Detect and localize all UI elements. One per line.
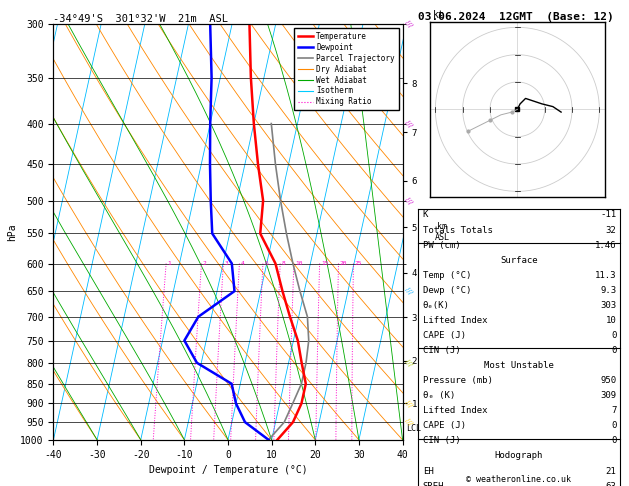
- Text: 7: 7: [611, 406, 616, 416]
- Text: kt: kt: [433, 10, 445, 20]
- Text: 63: 63: [606, 482, 616, 486]
- Legend: Temperature, Dewpoint, Parcel Trajectory, Dry Adiabat, Wet Adiabat, Isotherm, Mi: Temperature, Dewpoint, Parcel Trajectory…: [294, 28, 399, 110]
- Text: Most Unstable: Most Unstable: [484, 361, 554, 370]
- Text: 309: 309: [600, 391, 616, 400]
- Text: -11: -11: [600, 210, 616, 220]
- Text: 10: 10: [295, 261, 303, 266]
- Text: θₑ(K): θₑ(K): [423, 301, 450, 310]
- Text: 0: 0: [611, 346, 616, 355]
- Text: 15: 15: [321, 261, 328, 266]
- Text: ///: ///: [404, 196, 413, 205]
- Text: 1.46: 1.46: [595, 241, 616, 250]
- Text: 20: 20: [340, 261, 347, 266]
- Text: ///: ///: [404, 417, 413, 427]
- Text: Temp (°C): Temp (°C): [423, 271, 471, 280]
- Text: 2: 2: [203, 261, 206, 266]
- Text: Dewp (°C): Dewp (°C): [423, 286, 471, 295]
- Text: Hodograph: Hodograph: [495, 451, 543, 461]
- Text: 1: 1: [167, 261, 171, 266]
- Text: ///: ///: [404, 358, 413, 367]
- Text: 3: 3: [225, 261, 228, 266]
- Text: 0: 0: [611, 331, 616, 340]
- Text: ///: ///: [404, 286, 413, 296]
- Text: 21: 21: [606, 467, 616, 476]
- Y-axis label: km
ASL: km ASL: [435, 223, 450, 242]
- Text: θₑ (K): θₑ (K): [423, 391, 455, 400]
- Text: 0: 0: [611, 436, 616, 446]
- Text: 8: 8: [281, 261, 285, 266]
- Text: Lifted Index: Lifted Index: [423, 316, 487, 325]
- Text: 6: 6: [264, 261, 268, 266]
- Text: Totals Totals: Totals Totals: [423, 226, 493, 235]
- Text: CAPE (J): CAPE (J): [423, 421, 465, 431]
- Text: Pressure (mb): Pressure (mb): [423, 376, 493, 385]
- Text: 4: 4: [241, 261, 245, 266]
- Text: PW (cm): PW (cm): [423, 241, 460, 250]
- Text: 950: 950: [600, 376, 616, 385]
- Text: 25: 25: [355, 261, 362, 266]
- Text: 11.3: 11.3: [595, 271, 616, 280]
- Text: ///: ///: [404, 119, 413, 128]
- Text: CIN (J): CIN (J): [423, 436, 460, 446]
- Text: EH: EH: [423, 467, 433, 476]
- Text: 9.3: 9.3: [600, 286, 616, 295]
- Text: ///: ///: [404, 399, 413, 408]
- Text: ///: ///: [404, 19, 413, 29]
- Text: -34°49'S  301°32'W  21m  ASL: -34°49'S 301°32'W 21m ASL: [53, 14, 228, 23]
- Text: CIN (J): CIN (J): [423, 346, 460, 355]
- Text: © weatheronline.co.uk: © weatheronline.co.uk: [467, 474, 571, 484]
- Text: 0: 0: [611, 421, 616, 431]
- Text: LCL: LCL: [406, 424, 421, 433]
- Text: 03.06.2024  12GMT  (Base: 12): 03.06.2024 12GMT (Base: 12): [418, 12, 614, 22]
- Text: K: K: [423, 210, 428, 220]
- Text: SREH: SREH: [423, 482, 444, 486]
- Text: Surface: Surface: [500, 256, 538, 265]
- Y-axis label: hPa: hPa: [8, 223, 18, 241]
- Text: CAPE (J): CAPE (J): [423, 331, 465, 340]
- X-axis label: Dewpoint / Temperature (°C): Dewpoint / Temperature (°C): [148, 465, 308, 475]
- Text: Lifted Index: Lifted Index: [423, 406, 487, 416]
- Text: 303: 303: [600, 301, 616, 310]
- Text: 10: 10: [606, 316, 616, 325]
- Text: 32: 32: [606, 226, 616, 235]
